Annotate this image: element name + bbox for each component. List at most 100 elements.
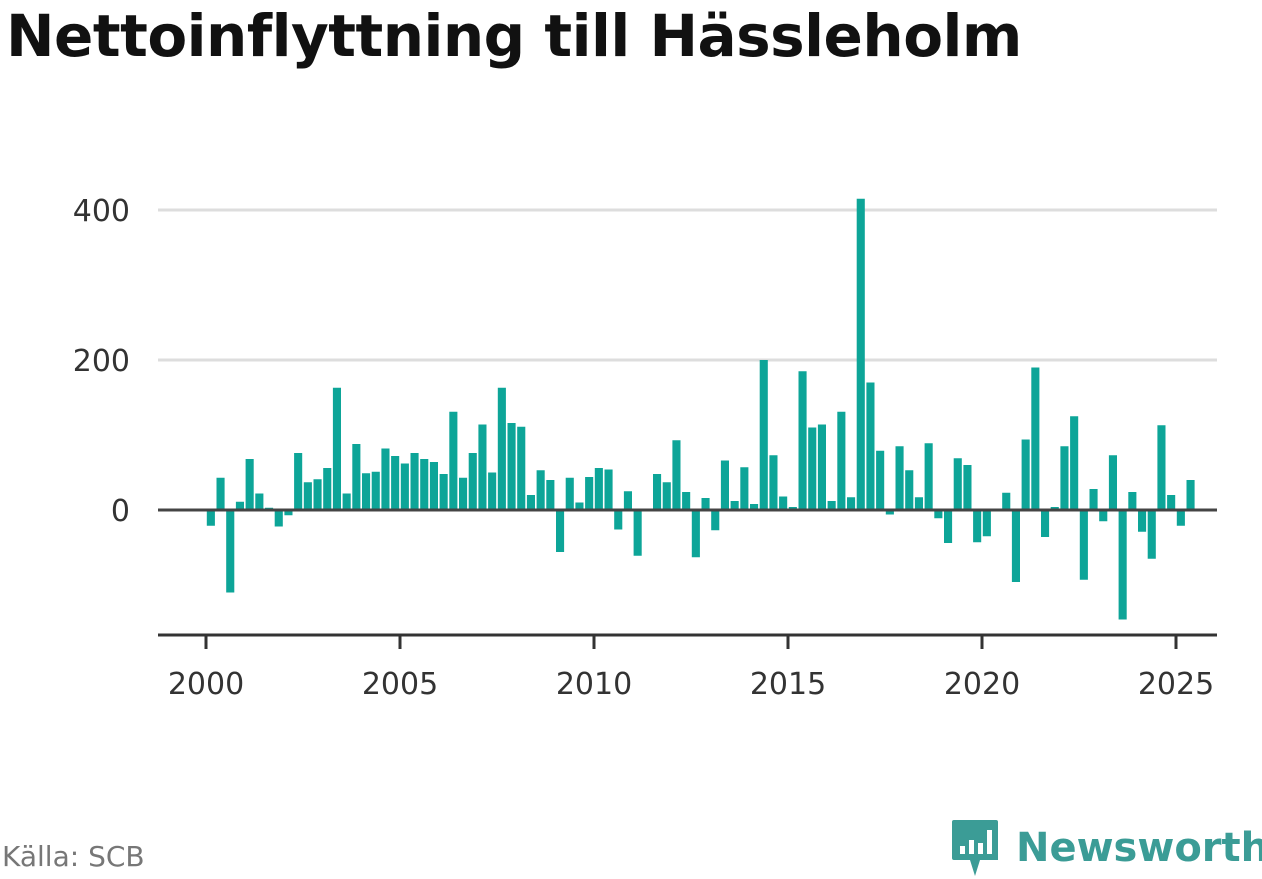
bar	[769, 455, 778, 510]
bar	[216, 477, 225, 510]
bar	[711, 510, 720, 531]
bar	[604, 469, 613, 510]
bar	[478, 424, 487, 510]
x-tick-label: 2005	[362, 667, 438, 702]
bar	[750, 504, 759, 510]
x-tick-label: 2000	[168, 667, 244, 702]
bar	[740, 467, 749, 510]
bar	[468, 453, 477, 510]
bar	[1070, 416, 1079, 510]
bar	[944, 510, 953, 543]
bar	[1157, 425, 1166, 510]
bar	[400, 463, 409, 510]
chart-title: Nettoinflyttning till Hässleholm	[6, 2, 1022, 70]
bar	[1031, 367, 1040, 510]
bar	[284, 510, 293, 516]
bar	[585, 477, 594, 510]
bar	[672, 440, 681, 510]
bar	[556, 510, 565, 552]
x-tick-label: 2020	[944, 667, 1020, 702]
bar	[779, 496, 788, 510]
bar	[459, 477, 468, 510]
x-tick-label: 2025	[1138, 667, 1214, 702]
brand-logo: Newsworthy	[950, 818, 1262, 878]
bar	[507, 423, 516, 510]
bar	[517, 426, 526, 510]
bar	[623, 491, 632, 510]
bar	[1099, 510, 1108, 522]
bar	[885, 510, 894, 515]
bar	[759, 360, 768, 510]
bar	[847, 497, 856, 510]
bar	[255, 493, 264, 510]
bar	[497, 387, 506, 510]
bar	[701, 498, 710, 510]
bar	[410, 453, 419, 510]
bar	[691, 510, 700, 558]
bar	[1108, 455, 1117, 510]
bar	[953, 458, 962, 510]
gridlines	[158, 208, 1217, 362]
bar	[837, 411, 846, 510]
bar	[1041, 510, 1050, 537]
bar	[226, 510, 235, 593]
bar	[420, 459, 429, 510]
bar	[1186, 480, 1195, 510]
x-tick-label: 2015	[750, 667, 826, 702]
bar	[303, 482, 312, 510]
bar	[682, 492, 691, 510]
bar	[1060, 446, 1069, 510]
bar	[1089, 489, 1098, 510]
bar	[546, 480, 555, 510]
bar	[905, 470, 914, 510]
bar	[1128, 492, 1137, 510]
bar	[526, 495, 535, 510]
bar	[381, 448, 390, 510]
y-tick-label: 400	[73, 194, 130, 229]
bar	[206, 510, 215, 526]
bar	[866, 382, 875, 510]
bar	[730, 501, 739, 510]
bar	[352, 444, 361, 510]
bar	[332, 387, 341, 510]
bar	[1021, 439, 1030, 510]
bar	[245, 459, 254, 510]
bar	[294, 453, 303, 510]
bar	[1176, 510, 1185, 526]
bar	[1118, 510, 1127, 620]
x-axis-ticks: 2000 2005 2010 2015 2020 2025	[168, 635, 1214, 702]
y-tick-label: 200	[73, 344, 130, 379]
bar	[1167, 495, 1176, 510]
bar	[488, 472, 497, 510]
bar	[594, 468, 603, 510]
bar	[798, 371, 807, 510]
bar	[391, 456, 400, 510]
bar	[662, 482, 671, 510]
bar	[895, 446, 904, 510]
bar	[924, 443, 933, 510]
y-axis-ticks: 0 200 400	[73, 194, 130, 529]
bar	[720, 460, 729, 510]
bar	[914, 497, 923, 510]
bar	[876, 450, 885, 510]
bars	[206, 198, 1195, 620]
bar	[362, 473, 371, 510]
bar	[449, 411, 458, 510]
bar	[973, 510, 982, 543]
bar	[982, 510, 991, 537]
bar	[827, 501, 836, 510]
bar	[1002, 492, 1011, 510]
brand-name: Newsworthy	[1016, 825, 1262, 871]
x-tick-label: 2010	[556, 667, 632, 702]
bar	[1147, 510, 1156, 559]
bar	[235, 501, 244, 510]
bar	[1138, 510, 1147, 532]
bar	[342, 493, 351, 510]
bar	[274, 510, 283, 527]
bar	[808, 427, 817, 510]
bar	[371, 471, 380, 510]
bar	[934, 510, 943, 519]
bar	[429, 462, 438, 510]
bar	[1079, 510, 1088, 580]
